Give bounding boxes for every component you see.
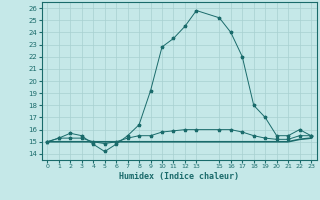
X-axis label: Humidex (Indice chaleur): Humidex (Indice chaleur) xyxy=(119,172,239,181)
